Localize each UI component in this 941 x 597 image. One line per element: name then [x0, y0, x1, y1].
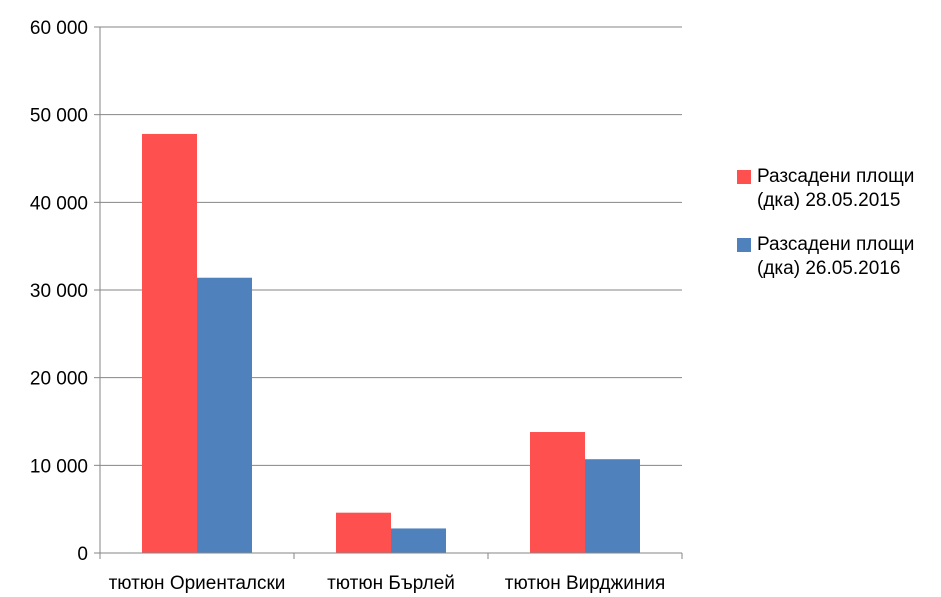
legend-label-2016: Разсадени площи (дка) 26.05.2016	[757, 234, 915, 279]
bar-2016-2	[585, 459, 640, 553]
y-tick-label: 40 000	[30, 193, 88, 214]
bar-2016-1	[391, 528, 446, 553]
bar-2015-0	[142, 133, 197, 553]
x-axis-categories: тютюн Ориенталски тютюн Бърлей тютюн Вирдж…	[109, 573, 666, 594]
y-tick-label: 30 000	[30, 281, 88, 302]
y-tick-label: 0	[77, 544, 88, 565]
legend: Разсадени площи (дка) 28.05.2015 Разсаде…	[737, 165, 937, 301]
legend-item-2015: Разсадени площи (дка) 28.05.2015	[737, 165, 937, 213]
bars	[142, 133, 640, 553]
y-tick-label: 60 000	[30, 18, 88, 39]
bar-2016-0	[197, 277, 252, 553]
axes	[99, 27, 683, 559]
x-category-label: тютюн Вирджиния	[505, 573, 665, 594]
bar-2015-2	[530, 432, 585, 553]
legend-label-2015: Разсадени площи (дка) 28.05.2015	[757, 166, 915, 211]
x-category-label: тютюн Бърлей	[327, 573, 455, 594]
bar-2015-1	[336, 512, 391, 553]
x-category-label: тютюн Ориенталски	[109, 573, 286, 594]
y-tick-label: 10 000	[30, 456, 88, 477]
y-tick-label: 20 000	[30, 369, 88, 390]
legend-swatch-2015	[737, 170, 751, 184]
legend-item-2016: Разсадени площи (дка) 26.05.2016	[737, 233, 937, 281]
y-axis-ticks: 0 10 000 20 000 30 000 40 000 50 000 60 000	[30, 18, 100, 565]
legend-swatch-2016	[737, 238, 751, 252]
y-tick-label: 50 000	[30, 106, 88, 127]
